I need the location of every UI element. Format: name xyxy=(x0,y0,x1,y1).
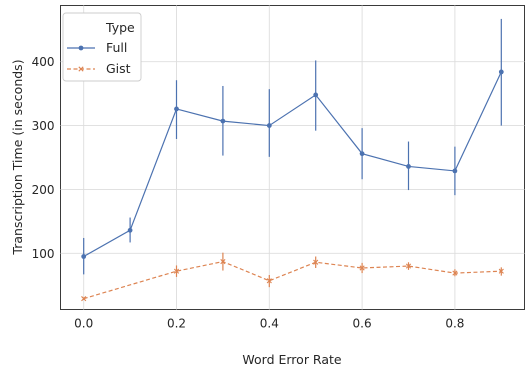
x-axis-label: Word Error Rate xyxy=(242,352,342,367)
y-axis-label: Transcription Time (in seconds) xyxy=(10,59,25,255)
y-tick-label: 200 xyxy=(32,183,55,197)
data-point-full xyxy=(81,254,87,259)
series-line-full xyxy=(83,71,502,258)
data-point-full xyxy=(452,168,458,174)
marker-stroke xyxy=(266,278,272,284)
marker-stroke xyxy=(405,263,412,269)
data-point-full xyxy=(266,123,272,128)
marker-stroke xyxy=(452,270,458,276)
legend-title: Type xyxy=(105,20,135,35)
marker-stroke xyxy=(220,259,226,265)
data-point-gist xyxy=(173,268,180,274)
data-point-gist xyxy=(452,270,458,276)
data-point-gist xyxy=(81,296,87,302)
legend-frame xyxy=(62,12,142,82)
data-point-full xyxy=(359,151,365,157)
y-tick-label: 100 xyxy=(32,247,55,261)
legend-label-full: Full xyxy=(106,40,127,55)
tick-labels: 0.0 0.2 0.4 0.6 0.8 100 200 300 400 xyxy=(32,55,465,330)
data-point-full xyxy=(498,69,504,75)
legend-label-gist: Gist xyxy=(106,61,131,76)
marker-stroke xyxy=(313,259,319,265)
series-gist xyxy=(81,252,504,302)
data-point-gist xyxy=(359,265,365,271)
data-point-gist xyxy=(405,263,412,269)
legend: Type Full Gist xyxy=(62,12,142,82)
data-point-full xyxy=(406,164,411,169)
data-point-full xyxy=(174,106,179,112)
legend-marker-full xyxy=(78,45,84,51)
x-tick-label: 0.8 xyxy=(445,317,464,331)
legend-x-marker xyxy=(78,66,84,72)
data-point-gist xyxy=(220,259,226,265)
legend-marker-gist xyxy=(78,66,84,72)
series-layer xyxy=(81,18,504,302)
y-tick-label: 400 xyxy=(32,55,55,69)
data-point-full xyxy=(313,92,319,98)
marker-stroke xyxy=(81,296,87,302)
marker-stroke xyxy=(498,268,504,274)
data-point-full xyxy=(127,227,133,233)
data-point-gist xyxy=(266,278,272,284)
data-point-gist xyxy=(498,268,504,274)
marker-stroke xyxy=(359,265,365,271)
x-tick-label: 0.0 xyxy=(74,317,93,331)
series-full xyxy=(81,18,504,275)
data-point-full xyxy=(220,118,226,124)
y-tick-label: 300 xyxy=(32,119,55,133)
x-tick-label: 0.6 xyxy=(353,317,372,331)
marker-stroke xyxy=(173,268,180,274)
data-point-gist xyxy=(313,259,319,265)
x-tick-label: 0.4 xyxy=(260,317,279,331)
marker-stroke xyxy=(78,66,84,72)
x-tick-label: 0.2 xyxy=(167,317,186,331)
